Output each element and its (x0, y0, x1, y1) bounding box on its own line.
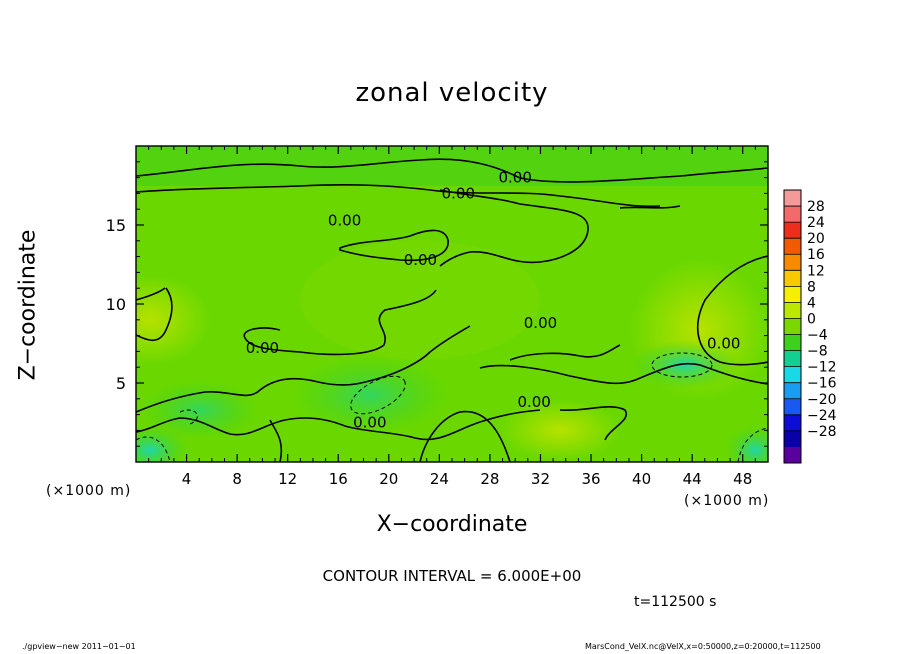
x-tick-label: 8 (232, 470, 242, 488)
colorbar-segment (784, 446, 801, 464)
colorbar-segment (784, 238, 801, 255)
x-tick-label: 40 (632, 470, 651, 488)
contour-label: 0.00 (442, 184, 475, 202)
contour-label: 0.00 (707, 335, 740, 353)
colorbar-label: 28 (807, 199, 825, 215)
colorbar-label: 8 (807, 279, 816, 295)
colorbar-segment (784, 366, 801, 384)
colorbar-label: −12 (807, 360, 837, 376)
colorbar-label: −20 (807, 392, 837, 408)
colorbar-segment (784, 350, 801, 368)
colorbar-label: −16 (807, 376, 837, 392)
x-tick-label: 16 (329, 470, 348, 488)
colorbar-segment (784, 302, 801, 319)
y-tick-label: 5 (116, 374, 126, 393)
colorbar-segment (784, 414, 801, 432)
x-tick-label: 48 (733, 470, 752, 488)
y-axis-label: Z−coordinate (15, 229, 41, 381)
colorbar-label: −4 (807, 328, 828, 344)
negative-contours (136, 352, 768, 462)
contour-label: 0.00 (498, 169, 531, 187)
colorbar-segment (784, 254, 801, 271)
colorbar-label: 4 (807, 295, 816, 311)
colorbar-segment (784, 430, 801, 448)
contour-label: 0.00 (353, 414, 386, 432)
footer-left: ./gpview−new 2011−01−01 (22, 642, 136, 651)
contour-label: 0.00 (404, 251, 437, 269)
x-tick-label: 12 (278, 470, 297, 488)
contour-label: 0.00 (517, 393, 550, 411)
colorbar-segment (784, 286, 801, 303)
colorbar-segment (784, 318, 801, 336)
colorbar-segment (784, 222, 801, 239)
x-tick-label: 4 (182, 470, 192, 488)
x-tick-label: 20 (379, 470, 398, 488)
colorbar-segment (784, 382, 801, 400)
colorbar-segment (784, 334, 801, 352)
colorbar-label: 24 (807, 215, 825, 231)
x-tick-label: 24 (430, 470, 449, 488)
colorbar-label: 16 (807, 247, 825, 263)
colorbar-segment (784, 190, 801, 207)
x-tick-label: 28 (480, 470, 499, 488)
colorbar-label: −8 (807, 344, 828, 360)
x-tick-label: 44 (683, 470, 702, 488)
footer-right: MarsCond_VelX.nc@VelX,x=0:50000,z=0:2000… (585, 642, 821, 651)
x-unit-label-right: (×1000 m) (684, 493, 770, 509)
y-axis-ticks: 5 10 15 (106, 161, 768, 447)
colorbar-segment (784, 206, 801, 223)
time-label: t=112500 s (634, 594, 717, 610)
colorbar-label: −24 (807, 408, 837, 424)
contour-label: 0.00 (328, 211, 361, 229)
colorbar-label: 12 (807, 263, 825, 279)
x-axis-ticks: 4 8 12 16 20 24 28 32 36 40 44 48 (148, 146, 756, 488)
colorbar-segment (784, 270, 801, 287)
contour-interval-note: CONTOUR INTERVAL = 6.000E+00 (322, 567, 582, 585)
y-tick-label: 10 (106, 295, 126, 314)
chart-title: zonal velocity (355, 78, 549, 108)
colorbar-segment (784, 398, 801, 416)
x-tick-label: 36 (581, 470, 600, 488)
x-axis-label: X−coordinate (376, 512, 528, 537)
colorbar-label: 0 (807, 311, 816, 327)
x-unit-label-left: (×1000 m) (46, 483, 132, 499)
velocity-field (136, 146, 768, 462)
contour-labels: 0.00 0.00 0.00 0.00 0.00 0.00 0.00 0.00 0.00 (246, 169, 741, 432)
colorbar-label: −28 (807, 424, 837, 440)
contour-label: 0.00 (524, 314, 557, 332)
y-tick-label: 15 (106, 216, 126, 235)
contour-lines (136, 158, 768, 462)
colorbar-label: 20 (807, 231, 825, 247)
colorbar-frame (783, 189, 802, 464)
contour-label: 0.00 (246, 339, 279, 357)
x-tick-label: 32 (531, 470, 550, 488)
